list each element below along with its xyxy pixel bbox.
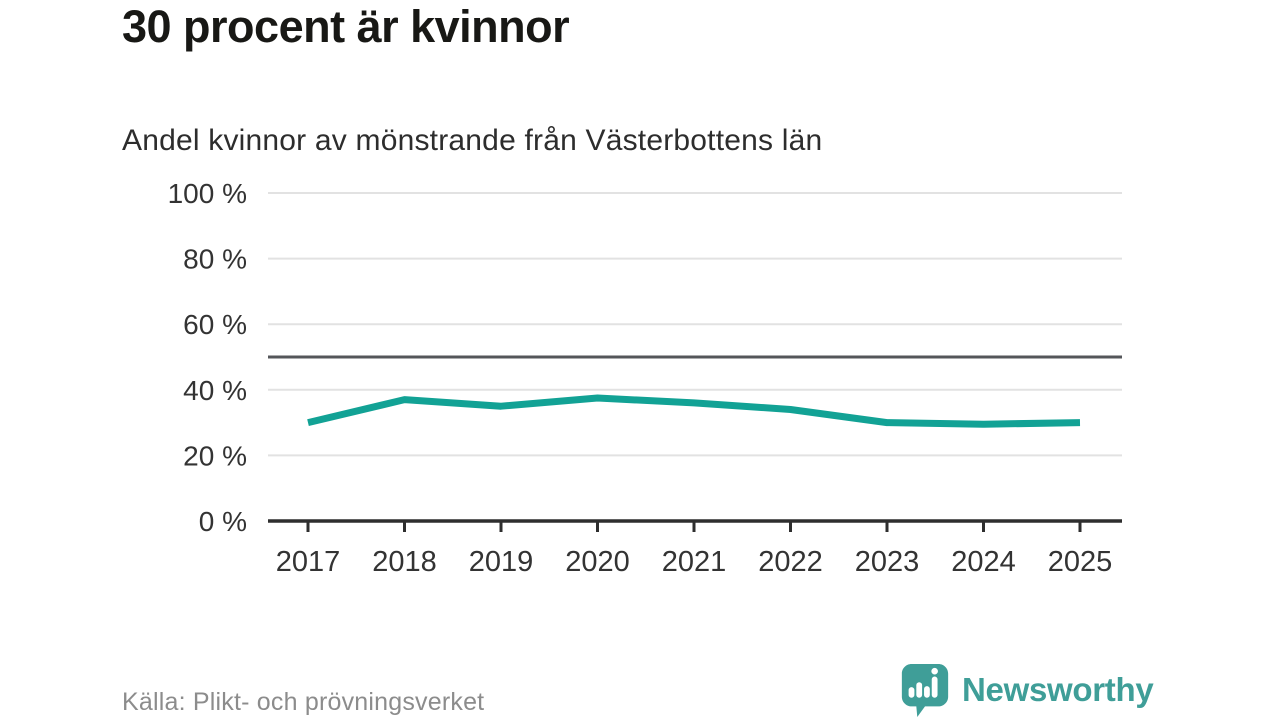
- x-tick-label: 2019: [469, 546, 534, 578]
- x-tick-label: 2025: [1048, 546, 1113, 578]
- x-tick-label: 2021: [662, 546, 727, 578]
- y-tick-label: 40 %: [183, 375, 247, 406]
- y-tick-label: 100 %: [168, 178, 247, 209]
- newsworthy-icon: [901, 663, 949, 717]
- data-line-women-share: [307, 394, 1081, 428]
- x-tick-label: 2018: [372, 546, 437, 578]
- y-tick-label: 0 %: [199, 506, 247, 537]
- chart-title: 30 procent är kvinnor: [122, 1, 570, 52]
- chart-subtitle: Andel kvinnor av mönstrande från Västerb…: [122, 124, 823, 157]
- y-tick-label: 20 %: [183, 440, 247, 471]
- x-tick-label: 2024: [951, 546, 1016, 578]
- x-tick-label: 2020: [565, 546, 630, 578]
- x-tick-label: 2017: [276, 546, 341, 578]
- y-tick-label: 80 %: [183, 244, 247, 275]
- source-note: Källa: Plikt- och prövningsverket: [122, 688, 485, 716]
- x-tick-label: 2023: [855, 546, 920, 578]
- y-tick-label: 60 %: [183, 309, 247, 340]
- newsworthy-logo: Newsworthy: [898, 662, 1154, 718]
- brand-name: Newsworthy: [962, 671, 1154, 708]
- x-tick-label: 2022: [758, 546, 823, 578]
